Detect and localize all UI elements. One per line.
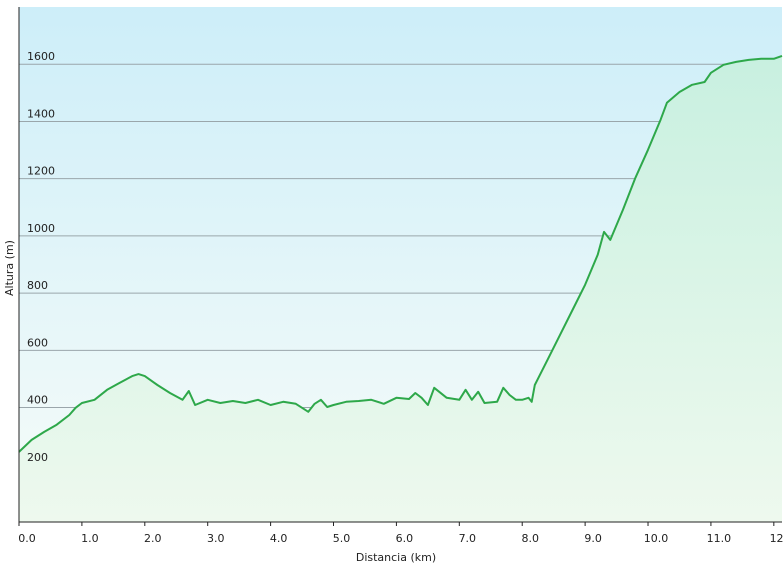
y-tick-label: 1400 (27, 107, 55, 120)
y-tick-label: 400 (27, 394, 48, 407)
y-tick-label: 1000 (27, 222, 55, 235)
x-tick-label: 3.0 (207, 532, 225, 545)
x-axis-label: Distancia (km) (356, 551, 436, 564)
y-axis-label: Altura (m) (3, 240, 16, 296)
x-tick-label: 6.0 (396, 532, 414, 545)
x-tick-label: 2.0 (144, 532, 162, 545)
x-tick-label: 4.0 (270, 532, 288, 545)
x-tick-label: 7.0 (459, 532, 477, 545)
y-tick-label: 200 (27, 451, 48, 464)
y-tick-label: 1600 (27, 50, 55, 63)
x-tick-label: 9.0 (584, 532, 602, 545)
line (18, 54, 783, 453)
y-tick-label: 800 (27, 279, 48, 292)
x-tick-label: 0.0 (18, 532, 36, 545)
x-tick-label: 8.0 (521, 532, 539, 545)
x-tick-label: 11.0 (707, 532, 732, 545)
y-tick-label: 600 (27, 336, 48, 349)
x-tick-label: 10.0 (644, 532, 669, 545)
x-tick-label: 12.0 (770, 532, 784, 545)
x-tick-label: 5.0 (333, 532, 351, 545)
y-tick-label: 1200 (27, 165, 55, 178)
x-tick-label: 1.0 (81, 532, 99, 545)
area (19, 55, 782, 523)
